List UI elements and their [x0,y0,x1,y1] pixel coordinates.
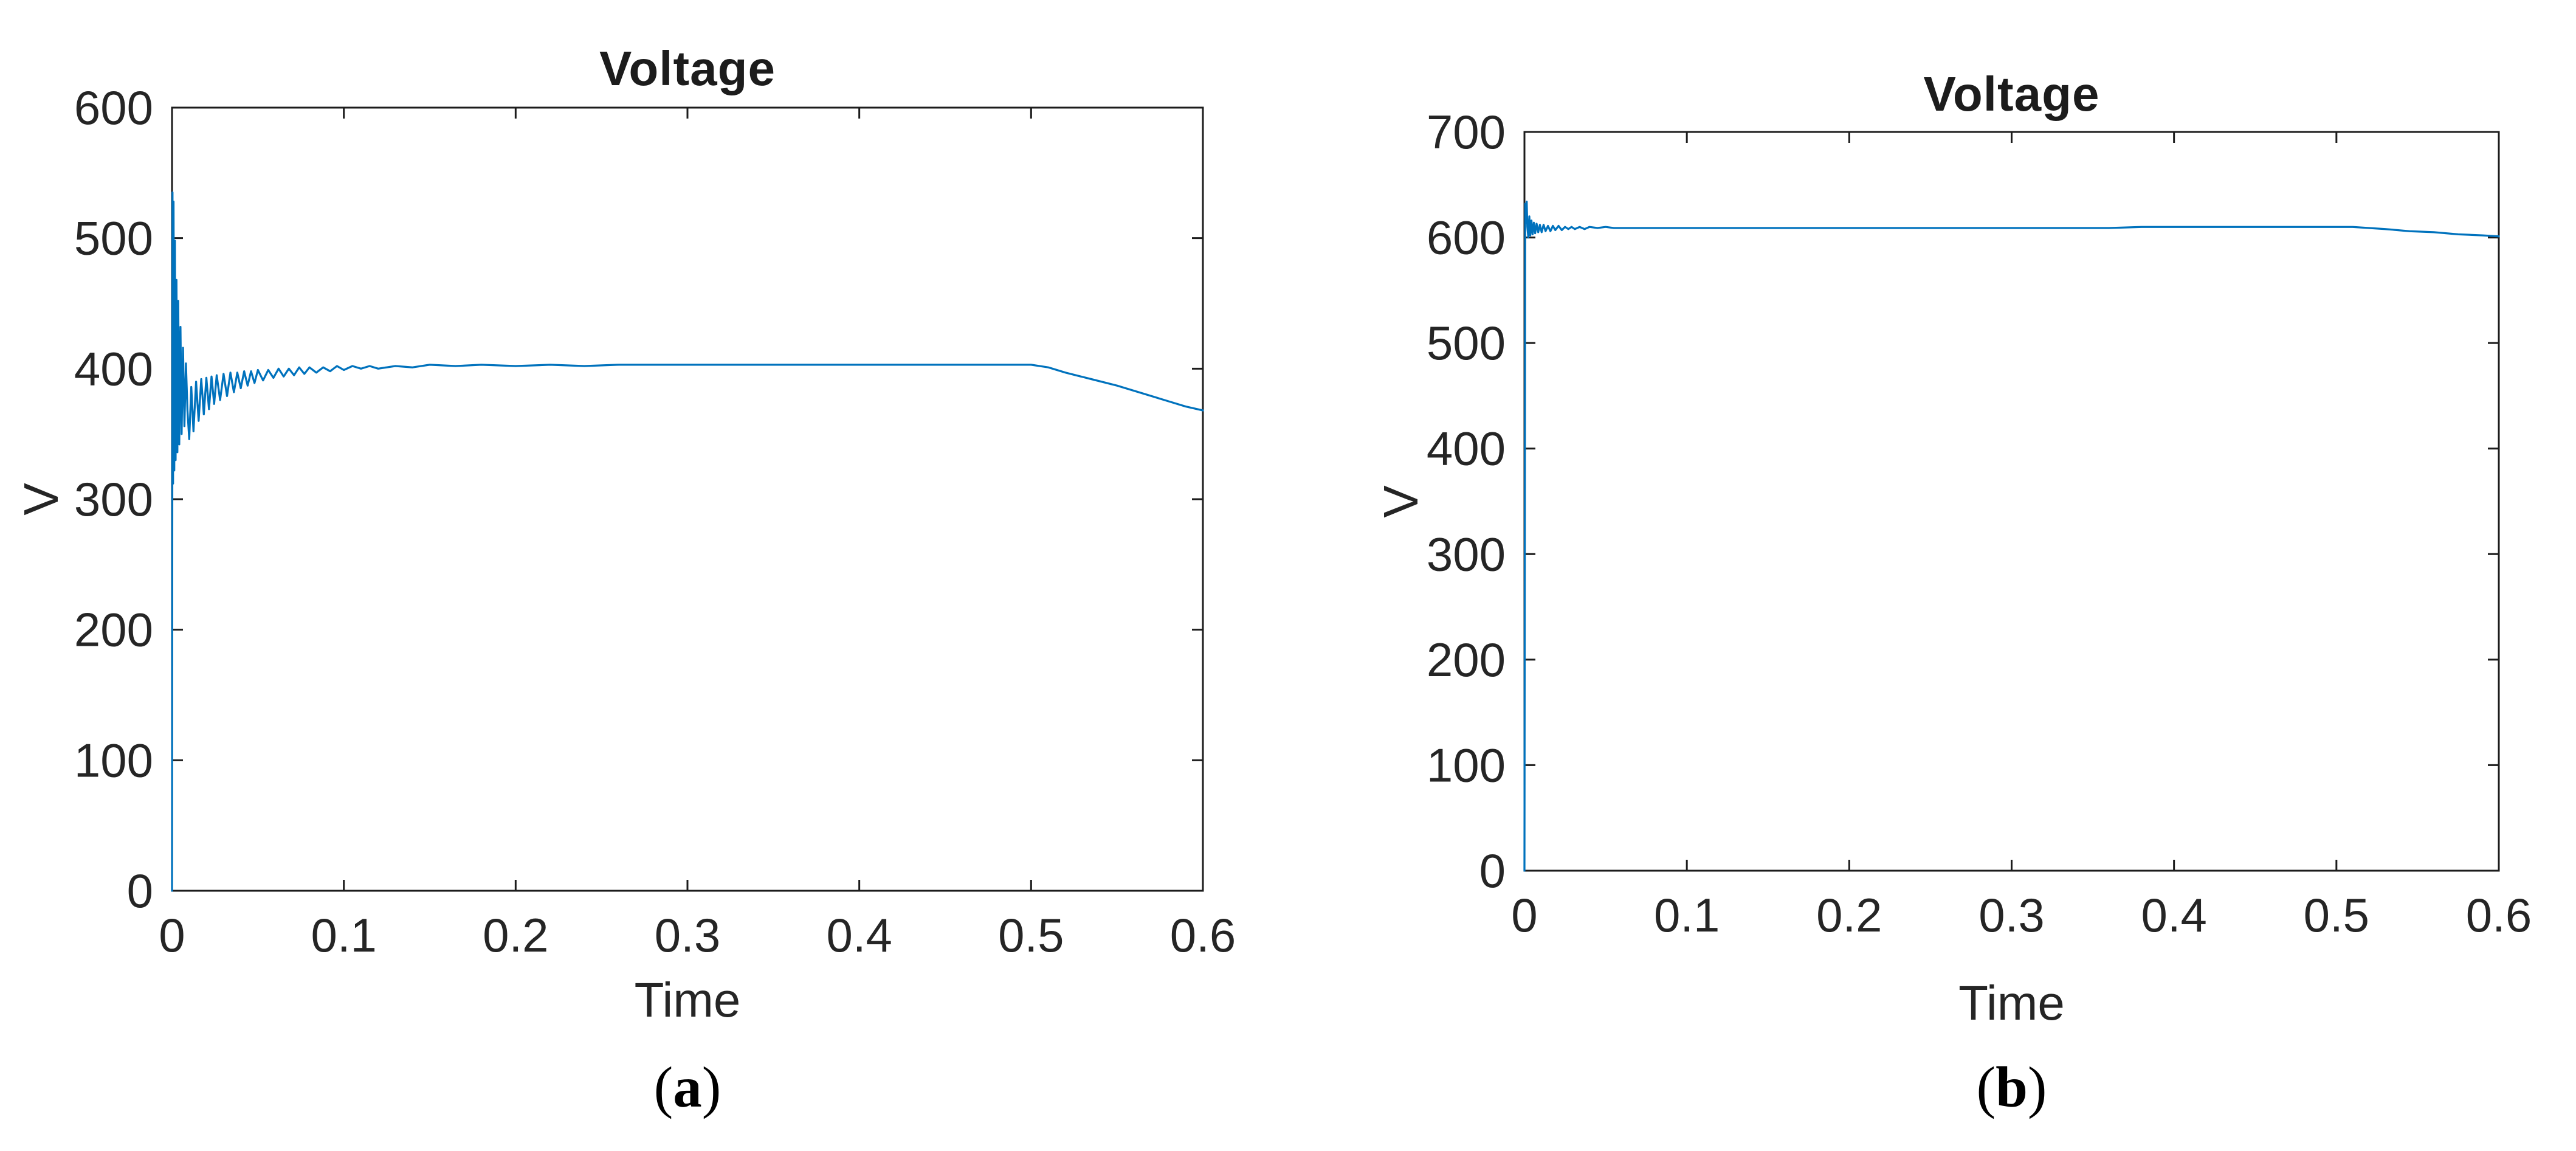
y-tick-label: 600 [1427,211,1506,264]
x-tick-label: 0 [159,908,185,962]
x-tick-label: 0 [1511,888,1537,942]
y-tick-label: 400 [1427,422,1506,475]
y-tick-label: 300 [74,472,153,526]
y-tick-label: 400 [74,342,153,395]
chart-a-x-axis-label: Time [634,973,741,1027]
caption-b-close-paren: ) [2027,1055,2047,1119]
x-tick-label: 0.1 [1654,888,1720,942]
y-tick-label: 300 [1427,527,1506,581]
y-tick-label: 500 [1427,316,1506,370]
x-tick-label: 0.2 [1816,888,1882,942]
y-tick-label: 200 [74,603,153,657]
chart-b-axes: 0 0.1 0.2 0.3 0.4 0.5 0.6 0 100 200 300 400 500 600 70… [1427,105,2532,942]
chart-a-caption: (a) [654,1054,721,1121]
caption-b-open-paren: ( [1976,1055,1996,1119]
chart-a-voltage-line [171,191,1204,892]
x-tick-label: 0.4 [826,908,892,962]
y-tick-label: 200 [1427,633,1506,686]
caption-a-letter: a [673,1055,702,1119]
chart-a-y-axis-label: V [14,483,68,516]
y-tick-label: 500 [74,212,153,265]
caption-b-letter: b [1996,1055,2028,1119]
y-tick-label: 700 [1427,105,1506,159]
chart-a-frame [171,106,1204,892]
caption-a-close-paren: ) [701,1055,721,1119]
y-tick-label: 100 [74,733,153,787]
x-tick-label: 0.6 [2466,888,2532,942]
x-tick-label: 0.2 [483,908,548,962]
x-tick-label: 0.3 [655,908,720,962]
chart-b-voltage-line [1523,200,2500,872]
x-tick-label: 0.6 [1170,908,1236,962]
y-tick-label: 100 [1427,738,1506,792]
x-tick-label: 0.5 [998,908,1064,962]
chart-b-caption: (b) [1976,1054,2047,1121]
x-tick-label: 0.1 [311,908,376,962]
chart-b-title: Voltage [1923,67,2100,121]
x-tick-label: 0.5 [2304,888,2369,942]
chart-b-y-axis-label: V [1374,485,1428,518]
chart-b-frame [1523,131,2500,872]
caption-a-open-paren: ( [653,1055,673,1119]
y-tick-label: 0 [127,864,153,918]
chart-b-x-axis-label: Time [1958,976,2065,1030]
chart-a-axes: 0 0.1 0.2 0.3 0.4 0.5 0.6 0 100 200 300 400 500 600 [74,81,1236,962]
x-tick-label: 0.3 [1978,888,2044,942]
y-tick-label: 600 [74,81,153,134]
x-tick-label: 0.4 [2141,888,2206,942]
chart-a-title: Voltage [599,41,776,95]
y-tick-label: 0 [1479,844,1506,897]
